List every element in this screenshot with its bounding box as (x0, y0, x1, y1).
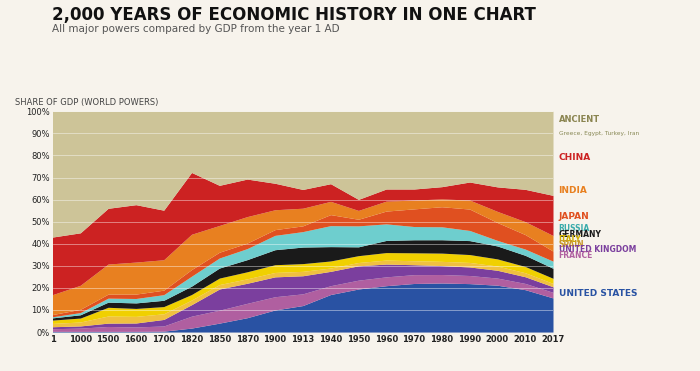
Text: FRANCE: FRANCE (559, 252, 593, 260)
Text: UNITED STATES: UNITED STATES (559, 289, 637, 298)
Text: RUSSIA: RUSSIA (559, 224, 590, 233)
Text: INDIA: INDIA (559, 186, 587, 195)
Text: Greece, Egypt, Turkey, Iran: Greece, Egypt, Turkey, Iran (559, 131, 638, 136)
Text: 2,000 YEARS OF ECONOMIC HISTORY IN ONE CHART: 2,000 YEARS OF ECONOMIC HISTORY IN ONE C… (52, 6, 536, 24)
Text: SPAIN: SPAIN (559, 240, 584, 249)
Text: SHARE OF GDP (WORLD POWERS): SHARE OF GDP (WORLD POWERS) (15, 98, 158, 107)
Text: JAPAN: JAPAN (559, 211, 589, 221)
Text: All major powers compared by GDP from the year 1 AD: All major powers compared by GDP from th… (52, 24, 340, 34)
Text: GERMANY: GERMANY (559, 230, 601, 239)
Text: UNITED KINGDOM: UNITED KINGDOM (559, 245, 636, 254)
Text: ANCIENT: ANCIENT (559, 115, 600, 124)
Text: CHINA: CHINA (559, 153, 591, 162)
Text: ITALY: ITALY (559, 235, 581, 244)
